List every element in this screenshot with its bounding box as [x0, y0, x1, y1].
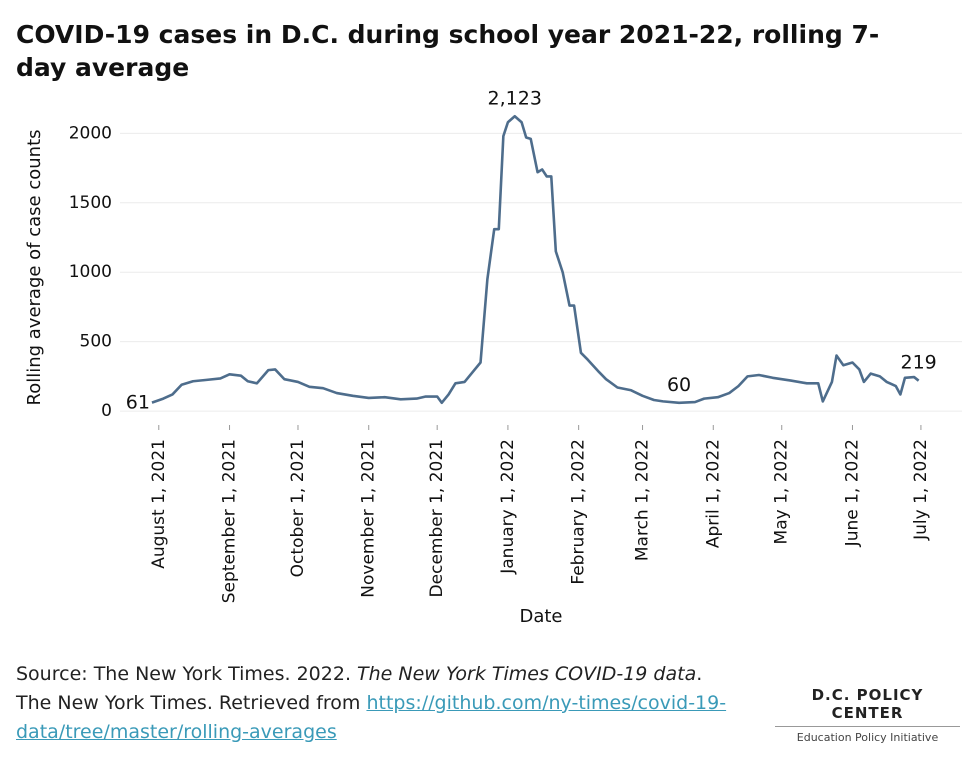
- y-tick-label: 0: [101, 401, 112, 421]
- x-tick-label: September 1, 2021: [220, 439, 240, 603]
- y-tick-label: 500: [80, 332, 112, 352]
- annotation: 60: [667, 374, 691, 396]
- x-tick-label: March 1, 2022: [633, 439, 653, 561]
- source-link[interactable]: https://github.com/ny-times/covid-19-dat…: [16, 692, 727, 743]
- source-middle: . The New York Times. Retrieved from: [16, 663, 703, 714]
- x-tick-label: July 1, 2022: [911, 439, 931, 541]
- y-axis-label: Rolling average of case counts: [24, 129, 45, 405]
- x-tick-label: May 1, 2022: [772, 439, 792, 544]
- x-tick-label: April 1, 2022: [703, 439, 723, 548]
- logo-name: D.C. POLICY CENTER: [775, 686, 960, 727]
- x-tick-label: December 1, 2021: [427, 439, 447, 597]
- x-tick-label: August 1, 2021: [149, 439, 169, 569]
- chart: 0 500 1000 1500 2000 August 1, 2021 September …: [24, 87, 962, 627]
- x-tick-label: February 1, 2022: [569, 439, 589, 585]
- annotation: 2,123: [488, 87, 542, 109]
- logo-subtitle: Education Policy Initiative: [796, 731, 939, 744]
- logo: D.C. POLICY CENTER Education Policy Init…: [775, 686, 960, 744]
- x-tick-label: January 1, 2022: [498, 439, 518, 575]
- x-tick-label: October 1, 2021: [288, 439, 308, 577]
- source-title: The New York Times COVID-19 data: [357, 663, 697, 685]
- x-tick-label: June 1, 2022: [842, 439, 862, 547]
- y-tick-label: 1500: [69, 193, 112, 213]
- chart-title: COVID-19 cases in D.C. during school yea…: [16, 20, 880, 82]
- source-note: Source: The New York Times. 2022. The Ne…: [16, 660, 736, 747]
- source-prefix: Source: The New York Times. 2022.: [16, 663, 358, 685]
- x-axis-label: Date: [519, 606, 562, 627]
- x-tick-label: November 1, 2021: [359, 439, 379, 598]
- y-tick-label: 2000: [69, 123, 112, 143]
- y-tick-label: 1000: [69, 262, 112, 282]
- annotation: 61: [126, 392, 150, 414]
- data-line: [151, 114, 920, 405]
- annotation: 219: [901, 352, 937, 374]
